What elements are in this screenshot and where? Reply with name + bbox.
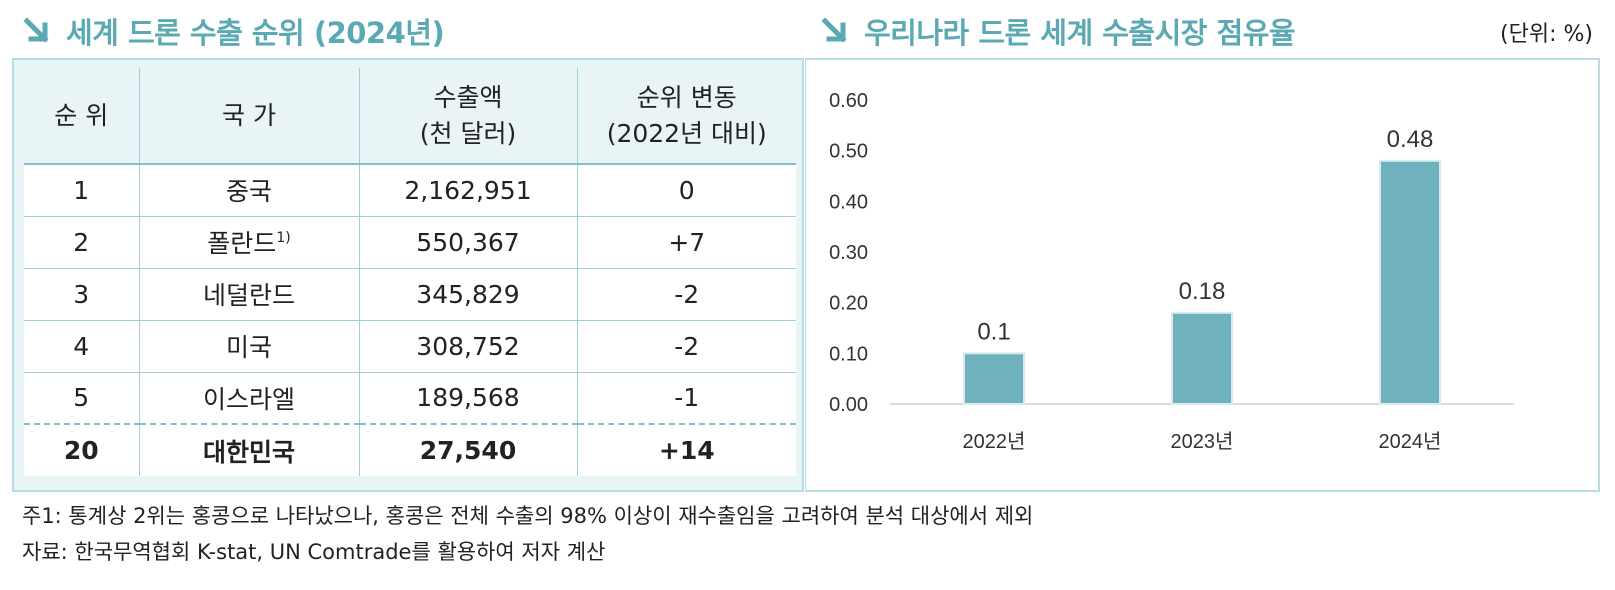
y-tick-label: 0.40 (829, 191, 868, 213)
footnote-marker: 1) (276, 230, 291, 246)
x-tick-label: 2022년 (963, 430, 1026, 453)
country-name: 이스라엘 (202, 384, 295, 414)
cell-rank: 20 (24, 423, 139, 476)
table-row: 5 이스라엘 189,568 -1 (24, 372, 796, 425)
x-tick-label: 2024년 (1379, 430, 1442, 453)
table-row-korea: 20 대한민국 27,540 +14 (24, 423, 796, 476)
bar-2024년 (1379, 159, 1441, 405)
cell-country: 미국 (138, 320, 359, 373)
y-tick-label: 0.60 (829, 90, 868, 112)
table-row: 4 미국 308,752 -2 (24, 320, 796, 373)
market-share-bar-chart: 0.00 0.10 0.20 0.30 0.40 0.50 0.60 0.1 2022년 0.18… (829, 90, 1514, 453)
header-change-line1: 순위 변동 (636, 82, 737, 112)
header-country: 국 가 (138, 68, 359, 165)
cell-country: 네덜란드 (138, 268, 359, 321)
bar-value-label: 0.48 (1387, 126, 1434, 153)
source-note: 자료: 한국무역협회 K-stat, UN Comtrade를 활용하여 저자 … (22, 540, 606, 564)
header-change: 순위 변동 (2022년 대비) (576, 68, 796, 165)
cell-country: 대한민국 (138, 423, 359, 476)
cell-amount: 2,162,951 (358, 164, 577, 217)
chart-section-title: 우리나라 드론 세계 수출시장 점유율 (820, 8, 1296, 54)
cell-change: -1 (576, 372, 796, 425)
chart-title-text: 우리나라 드론 세계 수출시장 점유율 (864, 16, 1296, 50)
y-tick-label: 0.30 (829, 242, 868, 264)
country-name: 네덜란드 (202, 281, 295, 310)
cell-country: 중국 (138, 164, 359, 217)
cell-rank: 3 (24, 268, 139, 321)
header-amount-line2: (천 달러) (419, 118, 517, 148)
cell-country: 폴란드1) (138, 216, 359, 269)
bar-value-label: 0.18 (1179, 278, 1226, 305)
cell-amount: 27,540 (358, 423, 577, 476)
cell-rank: 4 (24, 320, 139, 373)
bar-2023년 (1171, 311, 1233, 405)
y-tick-label: 0.00 (829, 394, 868, 416)
header-rank: 순 위 (24, 68, 139, 165)
cell-change: +14 (576, 423, 796, 476)
cell-change: +7 (576, 216, 796, 269)
cell-rank: 1 (24, 164, 139, 217)
x-tick-label: 2023년 (1171, 430, 1234, 453)
cell-country: 이스라엘 (138, 372, 359, 425)
y-tick-label: 0.20 (829, 293, 868, 315)
arrow-down-right-icon (23, 17, 49, 43)
y-tick-label: 0.10 (829, 343, 868, 365)
cell-amount: 550,367 (358, 216, 577, 269)
cell-amount: 189,568 (358, 372, 577, 425)
bar-2022년 (963, 352, 1025, 406)
table-panel: 순 위 국 가 수출액 (천 달러) 순위 변동 (2022년 대비) 1 중국… (12, 58, 804, 492)
country-name: 미국 (225, 333, 272, 362)
table-row: 2 폴란드1) 550,367 +7 (24, 216, 796, 269)
header-change-line2: (2022년 대비) (606, 118, 767, 148)
table-row: 1 중국 2,162,951 0 (24, 164, 796, 217)
chart-panel: 0.00 0.10 0.20 0.30 0.40 0.50 0.60 0.1 2022년 0.18… (805, 58, 1600, 492)
cell-amount: 345,829 (358, 268, 577, 321)
cell-change: 0 (576, 164, 796, 217)
y-tick-label: 0.50 (829, 141, 868, 163)
cell-amount: 308,752 (358, 320, 577, 373)
table-title-text: 세계 드론 수출 순위 (2024년) (66, 16, 445, 50)
table-row: 3 네덜란드 345,829 -2 (24, 268, 796, 321)
table-header-row: 순 위 국 가 수출액 (천 달러) 순위 변동 (2022년 대비) (24, 68, 796, 165)
header-amount: 수출액 (천 달러) (358, 68, 577, 165)
table-section-title: 세계 드론 수출 순위 (2024년) (22, 8, 445, 54)
arrow-down-right-icon (821, 17, 847, 43)
footnote-1: 주1: 통계상 2위는 홍콩으로 나타났으나, 홍콩은 전체 수출의 98% 이… (22, 504, 1034, 528)
country-name: 중국 (225, 177, 272, 207)
header-amount-line1: 수출액 (433, 82, 503, 112)
bar-value-label: 0.1 (977, 318, 1010, 345)
cell-change: -2 (576, 268, 796, 321)
unit-note: (단위: %) (1500, 22, 1593, 47)
cell-change: -2 (576, 320, 796, 373)
cell-rank: 5 (24, 372, 139, 425)
country-name: 폴란드 (207, 229, 277, 258)
export-rank-table: 순 위 국 가 수출액 (천 달러) 순위 변동 (2022년 대비) 1 중국… (24, 68, 796, 476)
cell-rank: 2 (24, 216, 139, 269)
